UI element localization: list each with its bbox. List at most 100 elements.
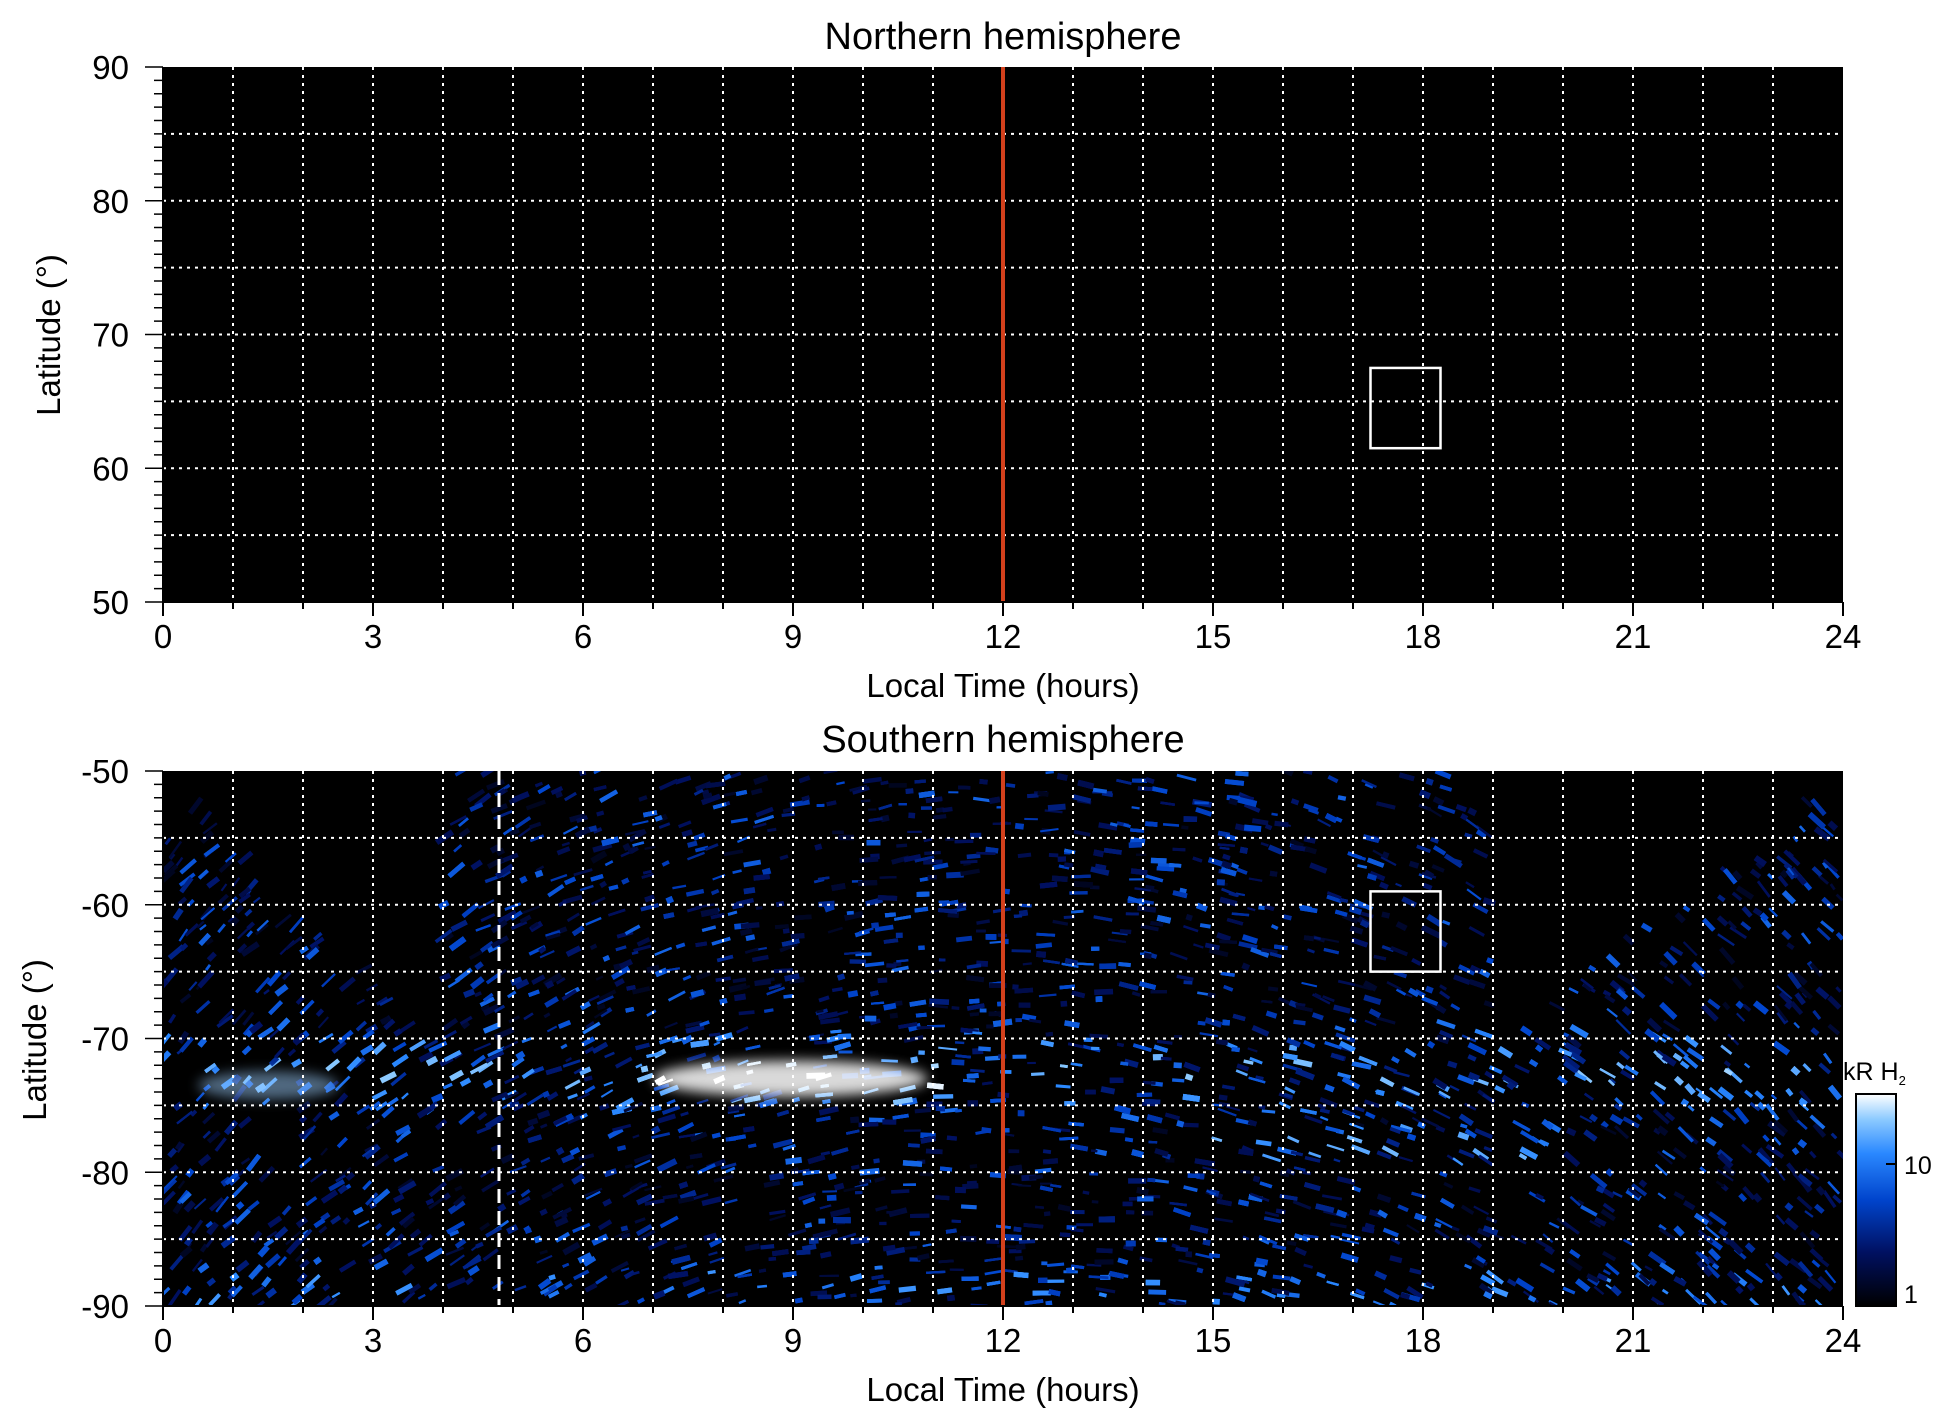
- emission-pixel: [395, 1282, 413, 1296]
- emission-pixel: [479, 1222, 491, 1232]
- emission-pixel: [529, 821, 542, 830]
- x-tick-label: 15: [1195, 1322, 1232, 1359]
- emission-pixel: [1273, 944, 1288, 951]
- emission-pixel: [910, 1056, 919, 1064]
- emission-pixel: [515, 1050, 526, 1060]
- emission-pixel: [678, 820, 692, 829]
- emission-pixel: [723, 791, 736, 797]
- emission-pixel: [1108, 938, 1126, 944]
- emission-pixel: [1813, 826, 1832, 842]
- emission-pixel: [696, 1098, 709, 1105]
- emission-pixel: [1382, 1227, 1399, 1238]
- emission-pixel: [479, 996, 495, 1007]
- emission-pixel: [1683, 1200, 1696, 1211]
- emission-pixel: [1374, 1270, 1388, 1281]
- emission-pixel: [866, 839, 881, 846]
- emission-pixel: [744, 947, 759, 954]
- emission-pixel: [914, 855, 935, 863]
- emission-pixel: [1237, 1278, 1250, 1285]
- emission-pixel: [637, 1297, 645, 1304]
- emission-pixel: [596, 810, 605, 817]
- emission-pixel: [1588, 964, 1597, 972]
- emission-pixel: [1379, 881, 1389, 890]
- emission-pixel: [701, 793, 721, 806]
- emission-pixel: [723, 849, 744, 857]
- emission-pixel: [583, 1255, 597, 1267]
- emission-pixel: [1020, 903, 1032, 908]
- emission-pixel: [1204, 1017, 1223, 1028]
- emission-pixel: [784, 973, 800, 982]
- emission-pixel: [1467, 1042, 1487, 1056]
- emission-pixel: [782, 807, 794, 813]
- emission-pixel: [902, 1160, 923, 1167]
- emission-pixel: [1303, 1234, 1319, 1239]
- emission-pixel: [494, 1004, 505, 1013]
- emission-pixel: [485, 1050, 505, 1063]
- emission-pixel: [374, 1223, 382, 1230]
- emission-pixel: [1023, 1223, 1044, 1229]
- colorbar: kR H2 10 1: [1843, 1058, 1932, 1309]
- emission-pixel: [740, 928, 753, 936]
- emission-pixel: [758, 1268, 767, 1273]
- emission-pixel: [372, 1041, 387, 1056]
- emission-pixel: [602, 1198, 612, 1207]
- emission-pixel: [1335, 1032, 1356, 1043]
- emission-pixel: [903, 1035, 924, 1044]
- emission-pixel: [1333, 1158, 1341, 1163]
- emission-pixel: [521, 905, 541, 915]
- emission-pixel: [1012, 984, 1019, 990]
- emission-pixel: [1460, 813, 1469, 821]
- emission-pixel: [962, 1078, 976, 1083]
- emission-pixel: [179, 942, 189, 952]
- emission-pixel: [1829, 883, 1836, 891]
- emission-pixel: [1519, 1129, 1540, 1144]
- emission-pixel: [877, 977, 888, 984]
- emission-pixel: [1323, 1210, 1342, 1217]
- south-xlabel: Local Time (hours): [866, 1371, 1139, 1408]
- emission-pixel: [1142, 1080, 1156, 1085]
- emission-pixel: [1014, 987, 1034, 994]
- emission-pixel: [1098, 1216, 1115, 1223]
- emission-pixel: [1717, 1153, 1734, 1169]
- emission-pixel: [1385, 1137, 1401, 1148]
- emission-pixel: [540, 1123, 548, 1129]
- emission-pixel: [638, 795, 648, 802]
- emission-pixel: [1677, 1126, 1694, 1143]
- emission-pixel: [1600, 1208, 1616, 1222]
- emission-pixel: [1035, 942, 1053, 949]
- emission-pixel: [514, 816, 532, 829]
- emission-pixel: [1752, 1192, 1763, 1203]
- emission-pixel: [523, 1125, 535, 1134]
- emission-pixel: [1145, 821, 1158, 827]
- emission-pixel: [229, 1175, 241, 1186]
- emission-pixel: [1544, 1245, 1555, 1255]
- emission-pixel: [1773, 1120, 1789, 1134]
- emission-pixel: [1593, 1285, 1605, 1296]
- emission-pixel: [1609, 1078, 1616, 1084]
- emission-pixel: [520, 1157, 531, 1166]
- emission-pixel: [556, 846, 571, 856]
- emission-pixel: [1070, 1143, 1089, 1152]
- emission-pixel: [1269, 952, 1282, 959]
- emission-pixel: [1285, 1168, 1296, 1176]
- emission-pixel: [642, 870, 652, 875]
- emission-pixel: [1465, 881, 1475, 889]
- emission-pixel: [955, 1054, 971, 1059]
- emission-pixel: [1218, 1094, 1228, 1101]
- emission-pixel: [1705, 1226, 1721, 1240]
- emission-pixel: [1663, 950, 1678, 966]
- emission-pixel: [566, 912, 580, 922]
- emission-pixel: [232, 877, 241, 888]
- emission-pixel: [234, 904, 245, 914]
- emission-pixel: [1723, 1060, 1732, 1068]
- emission-pixel: [504, 1091, 519, 1100]
- emission-pixel: [1125, 1210, 1135, 1215]
- emission-pixel: [550, 873, 568, 882]
- emission-pixel: [565, 945, 582, 957]
- emission-pixel: [339, 1259, 357, 1273]
- emission-pixel: [477, 899, 495, 910]
- emission-pixel: [1147, 1177, 1156, 1183]
- emission-pixel: [1048, 1289, 1061, 1297]
- emission-pixel: [328, 1110, 340, 1121]
- emission-pixel: [164, 837, 172, 846]
